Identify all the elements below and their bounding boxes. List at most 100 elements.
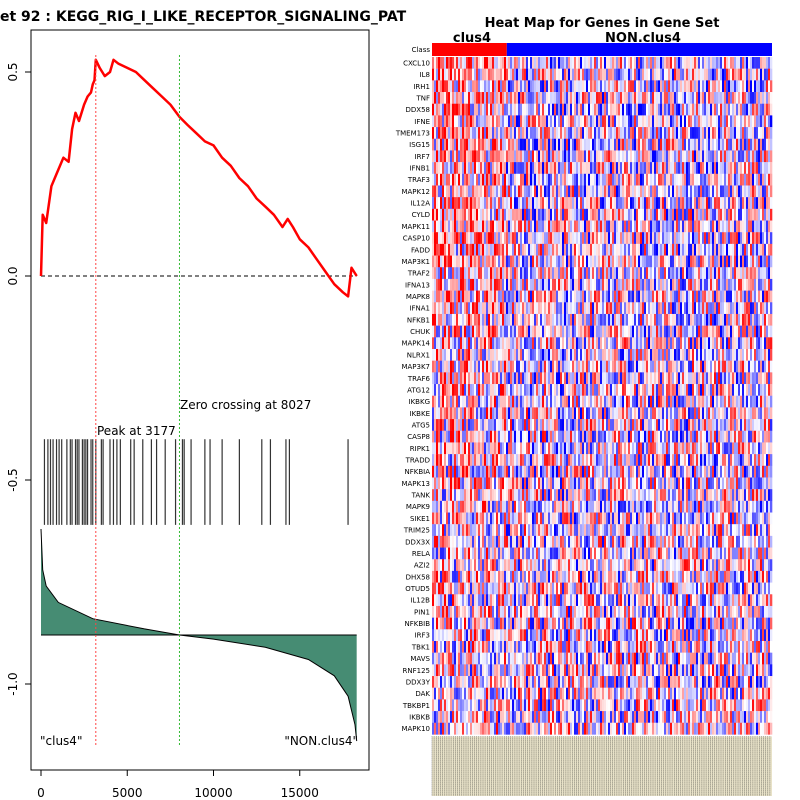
heatmap-cell bbox=[698, 185, 701, 198]
heatmap-cell bbox=[686, 103, 689, 116]
heatmap-cell bbox=[762, 360, 765, 373]
heatmap-cell bbox=[516, 313, 519, 326]
heatmap-cell bbox=[672, 150, 675, 163]
heatmap-cell bbox=[466, 103, 469, 116]
heatmap-cell bbox=[568, 150, 571, 163]
heatmap-cell bbox=[608, 384, 611, 396]
heatmap-cell bbox=[522, 127, 525, 139]
heatmap-cell bbox=[728, 150, 731, 163]
heatmap-cell bbox=[742, 68, 745, 81]
heatmap-cell bbox=[698, 290, 701, 303]
heatmap-cell bbox=[702, 80, 705, 93]
heatmap-cell bbox=[662, 92, 665, 104]
heatmap-cell bbox=[464, 360, 467, 373]
heatmap-cell bbox=[504, 243, 507, 256]
heatmap-cell bbox=[486, 255, 489, 268]
heatmap-cell bbox=[730, 173, 733, 186]
heatmap-cell bbox=[520, 220, 523, 233]
heatmap-cell bbox=[656, 197, 659, 210]
heatmap-cell bbox=[720, 115, 723, 128]
heatmap-cell bbox=[644, 337, 647, 350]
heatmap-cell bbox=[480, 278, 483, 291]
heatmap-cell bbox=[452, 290, 455, 303]
heatmap-cell bbox=[670, 267, 673, 280]
heatmap-cell bbox=[546, 115, 549, 128]
heatmap-cell bbox=[648, 57, 651, 69]
heatmap-cell bbox=[652, 349, 655, 361]
heatmap-cell bbox=[662, 384, 665, 396]
heatmap-cell bbox=[732, 349, 735, 361]
heatmap-cell bbox=[506, 220, 509, 233]
heatmap-cell bbox=[510, 243, 513, 256]
heatmap-cell bbox=[724, 384, 727, 396]
heatmap-cell bbox=[748, 243, 751, 256]
heatmap-cell bbox=[572, 103, 575, 116]
heatmap-cell bbox=[674, 150, 677, 163]
heatmap-cell bbox=[664, 103, 667, 116]
heatmap-cell bbox=[728, 372, 731, 385]
heatmap-cell bbox=[698, 92, 701, 104]
heatmap-cell bbox=[698, 302, 701, 315]
heatmap-cell bbox=[542, 337, 545, 350]
heatmap-cell bbox=[562, 197, 565, 210]
heatmap-cell bbox=[680, 57, 683, 69]
heatmap-cell bbox=[682, 138, 685, 151]
heatmap-cell bbox=[738, 208, 741, 221]
heatmap-cell bbox=[468, 220, 471, 233]
heatmap-cell bbox=[512, 267, 515, 280]
heatmap-cell bbox=[444, 92, 447, 104]
heatmap-cell bbox=[704, 313, 707, 326]
heatmap-cell bbox=[674, 384, 677, 396]
heatmap-cell bbox=[436, 138, 439, 151]
heatmap-cell bbox=[536, 232, 539, 245]
heatmap-cell bbox=[672, 127, 675, 139]
heatmap-cell bbox=[472, 197, 475, 210]
heatmap-cell bbox=[544, 115, 547, 128]
heatmap-cell bbox=[510, 290, 513, 303]
heatmap-cell bbox=[472, 349, 475, 361]
heatmap-cell bbox=[646, 57, 649, 69]
heatmap-cell bbox=[586, 243, 589, 256]
heatmap-cell bbox=[646, 173, 649, 186]
heatmap-cell bbox=[664, 302, 667, 315]
heatmap-cell bbox=[668, 372, 671, 385]
heatmap-cell bbox=[482, 150, 485, 163]
heatmap-cell bbox=[714, 162, 717, 174]
heatmap-cell bbox=[626, 290, 629, 303]
heatmap-cell bbox=[626, 173, 629, 186]
heatmap-cell bbox=[566, 68, 569, 81]
heatmap-cell bbox=[770, 267, 773, 280]
heatmap-cell bbox=[624, 103, 627, 116]
heatmap-cell bbox=[440, 197, 443, 210]
heatmap-cell bbox=[568, 337, 571, 350]
heatmap-cell bbox=[620, 278, 623, 291]
heatmap-cell bbox=[614, 80, 617, 93]
heatmap-cell bbox=[488, 92, 491, 104]
heatmap-cell bbox=[544, 349, 547, 361]
heatmap-cell bbox=[652, 92, 655, 104]
heatmap-cell bbox=[532, 57, 535, 69]
heatmap-cell bbox=[438, 337, 441, 350]
heatmap-cell bbox=[668, 360, 671, 373]
heatmap-cell bbox=[568, 360, 571, 373]
heatmap-cell bbox=[684, 278, 687, 291]
heatmap-cell bbox=[690, 197, 693, 210]
heatmap-cell bbox=[576, 360, 579, 373]
heatmap-cell bbox=[432, 57, 435, 69]
heatmap-cell bbox=[770, 115, 773, 128]
heatmap-cell bbox=[714, 115, 717, 128]
heatmap-cell bbox=[482, 115, 485, 128]
heatmap-cell bbox=[494, 232, 497, 245]
heatmap-cell bbox=[684, 68, 687, 81]
heatmap-cell bbox=[512, 255, 515, 268]
heatmap-cell bbox=[708, 372, 711, 385]
heatmap-cell bbox=[750, 337, 753, 350]
heatmap-cell bbox=[502, 173, 505, 186]
heatmap-cell bbox=[644, 232, 647, 245]
heatmap-cell bbox=[708, 208, 711, 221]
heatmap-cell bbox=[668, 80, 671, 93]
heatmap-cell bbox=[644, 208, 647, 221]
heatmap-cell bbox=[536, 138, 539, 151]
heatmap-cell bbox=[468, 208, 471, 221]
heatmap-cell bbox=[622, 68, 625, 81]
